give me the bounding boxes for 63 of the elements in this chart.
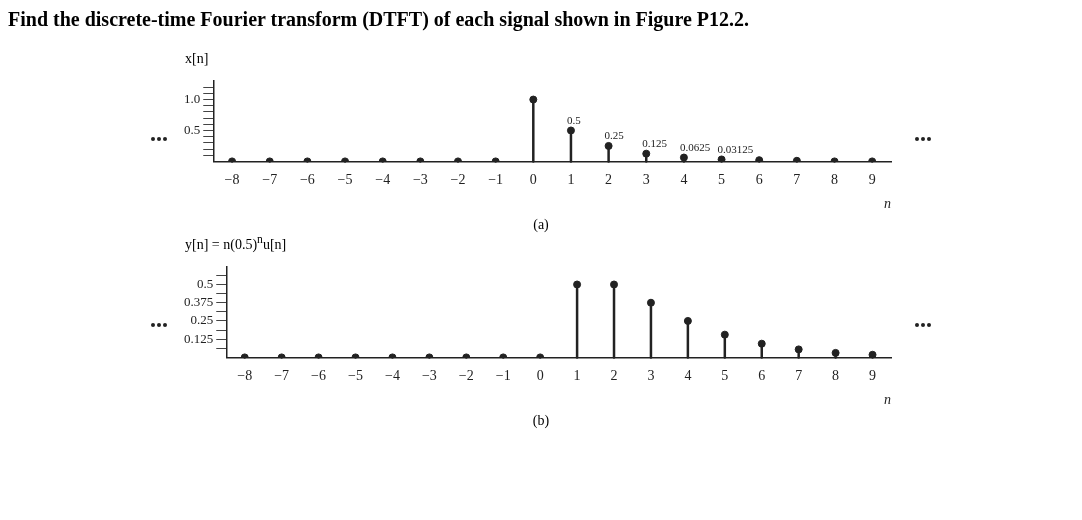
x-tick-label: 7 <box>793 172 801 188</box>
point <box>529 95 538 104</box>
y-tick-label: 0.375 <box>184 293 214 309</box>
data-label: 0.0625 <box>679 140 711 153</box>
point <box>720 330 729 339</box>
x-tick-label: 6 <box>758 368 766 384</box>
x-tick-label: −8 <box>237 368 253 384</box>
point <box>794 345 803 354</box>
point <box>604 141 613 150</box>
x-tick-label: −5 <box>348 368 363 384</box>
x-tick-label: −8 <box>224 172 240 188</box>
point <box>566 126 575 135</box>
point <box>646 298 655 307</box>
x-tick-label: 9 <box>869 368 877 384</box>
x-tick-label: −5 <box>337 172 353 188</box>
x-tick-label: 6 <box>755 172 763 188</box>
x-tick-label: 0 <box>529 172 537 188</box>
data-label: 0.25 <box>604 129 625 142</box>
y-axis-title: y[n] = n(0.5)$^{n}$u[n] <box>184 233 288 253</box>
y-tick-label: 0.125 <box>184 330 214 346</box>
chart-title: Find the discrete-time Fourier transform (DTFT) of each signal shown in Figure P12.2. <box>8 8 751 31</box>
x-tick-label: −1 <box>495 368 511 384</box>
x-tick-label: 8 <box>831 172 839 188</box>
x-tick-label: −3 <box>421 368 437 384</box>
text: (a) <box>532 217 550 233</box>
x-tick-label: −6 <box>311 368 327 384</box>
x-tick-label: 4 <box>680 172 688 188</box>
x-tick-label: −1 <box>488 172 504 188</box>
x-tick-label: −2 <box>458 368 474 384</box>
x-tick-label: 1 <box>573 368 581 384</box>
x-tick-label: 2 <box>610 368 618 384</box>
point <box>683 316 692 325</box>
y-tick-label: 0.5 <box>184 121 201 137</box>
point <box>757 339 766 348</box>
y-tick-label: 0.5 <box>197 275 214 291</box>
x-tick-label: −6 <box>299 172 315 188</box>
x-tick-label: 2 <box>605 172 613 188</box>
x-tick-label: 7 <box>795 368 803 384</box>
y-tick-label: 0.25 <box>190 312 214 328</box>
x-axis-title: n <box>884 196 891 212</box>
x-tick-label: −7 <box>262 172 278 188</box>
x-tick-label: 9 <box>868 172 876 188</box>
x-tick-label: 5 <box>721 368 729 384</box>
x-axis-title: n <box>884 391 891 407</box>
x-tick-label: −7 <box>274 368 290 384</box>
x-tick-label: −4 <box>375 172 391 188</box>
x-tick-label: 0 <box>536 368 544 384</box>
x-tick-label: 8 <box>832 368 840 384</box>
x-tick-label: −3 <box>412 172 428 188</box>
x-tick-label: −4 <box>384 368 400 384</box>
y-axis-title: x[n] <box>184 51 210 67</box>
x-tick-label: −2 <box>450 172 466 188</box>
x-tick-label: 3 <box>642 172 650 188</box>
text: (b) <box>531 412 551 429</box>
x-tick-label: 1 <box>567 172 575 188</box>
y-tick-label: 1.0 <box>184 90 201 106</box>
x-tick-label: 5 <box>718 172 726 188</box>
data-label: 0.125 <box>642 137 668 150</box>
x-tick-label: 4 <box>684 368 692 384</box>
data-label: 0.03125 <box>717 142 754 155</box>
point <box>642 149 651 158</box>
data-label: 0.5 <box>566 113 582 126</box>
x-tick-label: 3 <box>647 368 655 384</box>
